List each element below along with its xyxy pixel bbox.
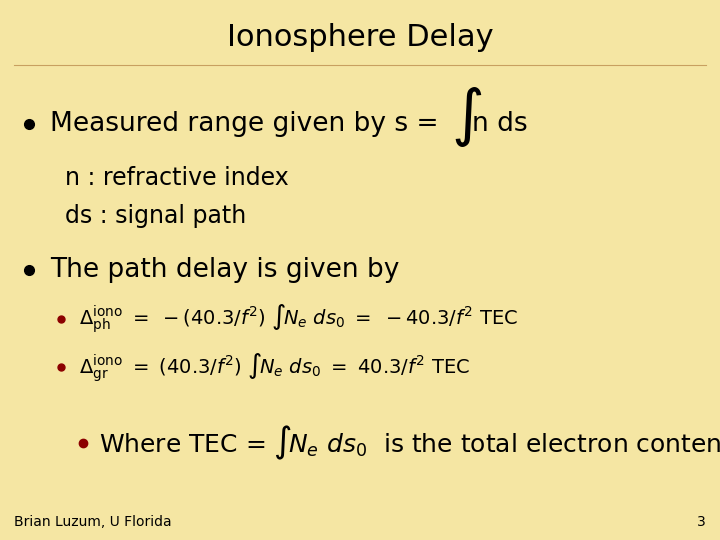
Text: n ds: n ds: [472, 111, 528, 137]
Text: Ionosphere Delay: Ionosphere Delay: [227, 23, 493, 52]
Text: $\Delta_{\mathsf{gr}}^{\mathsf{iono}}$$\ =\ (40.3/f^2)\ \int\!N_e\ ds_0\ =\ 40.3: $\Delta_{\mathsf{gr}}^{\mathsf{iono}}$$\…: [79, 351, 470, 383]
Text: Brian Luzum, U Florida: Brian Luzum, U Florida: [14, 515, 172, 529]
Text: Where TEC = $\int\!N_e\ ds_0$  is the total electron content: Where TEC = $\int\!N_e\ ds_0$ is the tot…: [99, 424, 720, 462]
Text: ds : signal path: ds : signal path: [65, 204, 246, 228]
Text: $\int$: $\int$: [451, 85, 482, 149]
Text: $\Delta_{\mathsf{ph}}^{\mathsf{iono}}$$\ =\ -(40.3/f^2)\ \int\!N_e\ ds_0\ =\ -40: $\Delta_{\mathsf{ph}}^{\mathsf{iono}}$$\…: [79, 302, 518, 335]
Text: 3: 3: [697, 515, 706, 529]
Text: Measured range given by s =: Measured range given by s =: [50, 111, 447, 137]
Text: The path delay is given by: The path delay is given by: [50, 257, 400, 283]
Text: n : refractive index: n : refractive index: [65, 166, 289, 190]
